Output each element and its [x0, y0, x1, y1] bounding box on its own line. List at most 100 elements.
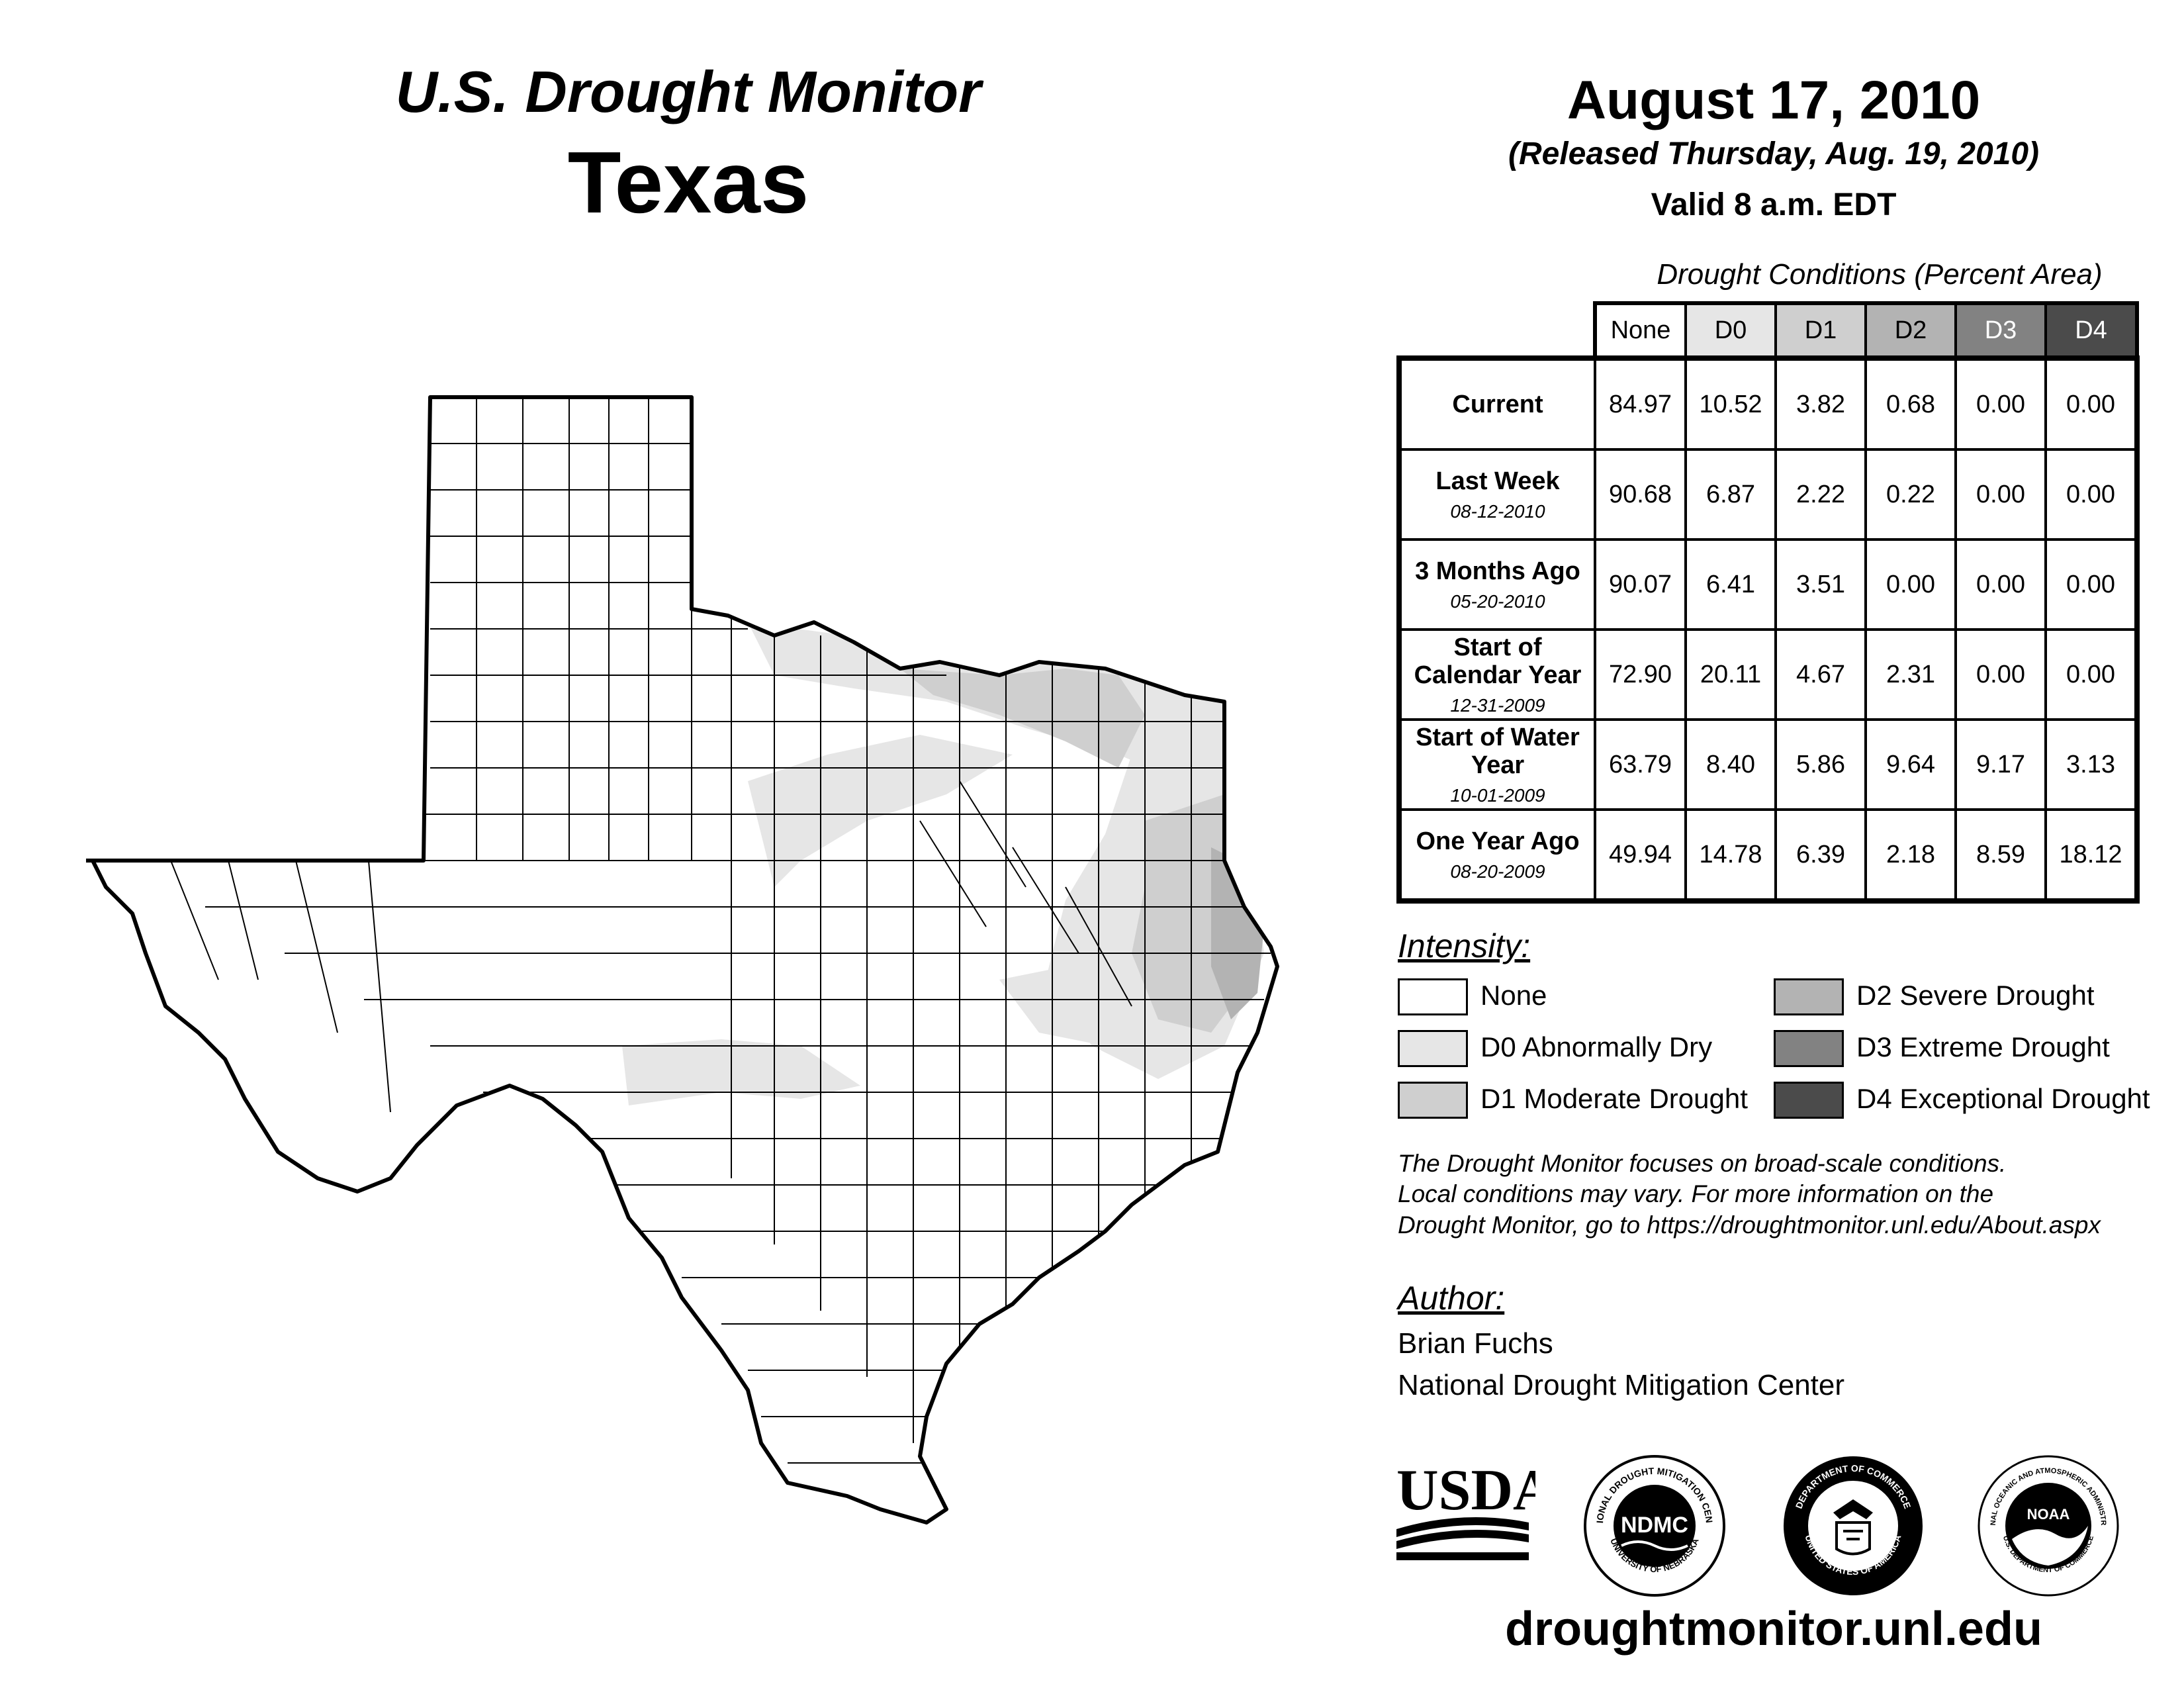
cell-value: 84.97: [1594, 355, 1687, 451]
cell-value: 2.22: [1774, 448, 1867, 541]
cell-value: 6.41: [1684, 538, 1777, 631]
table-caption: Drought Conditions (Percent Area): [1657, 258, 2103, 291]
cell-value: 0.00: [2044, 538, 2140, 631]
col-header-d3: D3: [1954, 301, 2047, 359]
shield-icon: [1835, 1521, 1871, 1556]
table-row: Start of Water Year 10-01-2009 63.79 8.40…: [1396, 718, 2140, 811]
seagull-icon: [2012, 1526, 2088, 1566]
table-row: Current 84.97 10.52 3.82 0.68 0.00 0.00: [1396, 355, 2140, 451]
row-label-last-week: Last Week 08-12-2010: [1396, 448, 1596, 541]
usda-logo: USDA: [1396, 1458, 1535, 1560]
col-header-d0: D0: [1684, 301, 1777, 359]
valid-time: Valid 8 a.m. EDT: [1651, 187, 1897, 222]
legend-label: D2 Severe Drought: [1856, 980, 2095, 1011]
cell-value: 14.78: [1684, 808, 1777, 904]
cell-value: 20.11: [1684, 628, 1777, 721]
table-row: 3 Months Ago 05-20-2010 90.07 6.41 3.51 0…: [1396, 538, 2140, 631]
table-header-row: None D0 D1 D2 D3 D4: [1399, 301, 2139, 360]
website-link[interactable]: droughtmonitor.unl.edu: [1505, 1603, 2042, 1656]
map-date: August 17, 2010: [1567, 70, 1981, 130]
texas-outline: [86, 395, 1279, 1524]
cell-value: 10.52: [1684, 355, 1777, 451]
cell-value: 0.00: [1864, 538, 1957, 631]
legend-swatch: [1398, 1082, 1468, 1119]
row-label-one-year-ago: One Year Ago 08-20-2009: [1396, 808, 1596, 904]
cell-value: 0.00: [1954, 628, 2047, 721]
cell-value: 90.68: [1594, 448, 1687, 541]
ndmc-logo: NATIONAL DROUGHT MITIGATION CENTER UNIVE…: [1582, 1453, 1725, 1597]
row-date: 05-20-2010: [1450, 590, 1545, 612]
cell-value: 8.59: [1954, 808, 2047, 904]
texas-drought-map: [86, 395, 1279, 1524]
cell-value: 2.18: [1864, 808, 1957, 904]
row-label-3-months-ago: 3 Months Ago 05-20-2010: [1396, 538, 1596, 631]
cell-value: 6.39: [1774, 808, 1867, 904]
row-date: 08-20-2009: [1450, 861, 1545, 882]
cell-value: 0.00: [2044, 628, 2140, 721]
table-row: One Year Ago 08-20-2009 49.94 14.78 6.39 …: [1396, 808, 2140, 904]
disclaimer-line: Drought Monitor, go to https://droughtmo…: [1398, 1211, 2101, 1239]
doc-seal-logo: DEPARTMENT OF COMMERCE UNITED STATES OF …: [1784, 1456, 1923, 1595]
legend-label: D0 Abnormally Dry: [1480, 1031, 1713, 1062]
d1-area-northeast: [900, 669, 1145, 768]
col-header-none: None: [1593, 301, 1687, 359]
legend-label: D1 Moderate Drought: [1480, 1083, 1748, 1114]
table-row: Last Week 08-12-2010 90.68 6.87 2.22 0.22…: [1396, 448, 2140, 541]
legend-label: D4 Exceptional Drought: [1856, 1083, 2150, 1114]
col-header-d2: D2: [1864, 301, 1957, 359]
release-date: (Released Thursday, Aug. 19, 2010): [1508, 136, 2040, 171]
cell-value: 0.22: [1864, 448, 1957, 541]
row-date: 10-01-2009: [1450, 784, 1545, 806]
cell-value: 4.67: [1774, 628, 1867, 721]
disclaimer-line: The Drought Monitor focuses on broad-sca…: [1398, 1150, 2007, 1177]
drought-areas: [622, 622, 1264, 1105]
d0-area-central: [748, 735, 1013, 887]
table-corner: [1399, 303, 1595, 360]
d0-area-southeast: [999, 966, 1118, 1046]
col-header-d1: D1: [1774, 301, 1867, 359]
disclaimer-line: Local conditions may vary. For more info…: [1398, 1180, 1994, 1208]
map-title: U.S. Drought Monitor: [395, 59, 981, 124]
row-label-start-water-year: Start of Water Year 10-01-2009: [1396, 718, 1596, 811]
cell-value: 0.00: [1954, 355, 2047, 451]
d0-area-west: [622, 1039, 860, 1105]
legend-title: Intensity:: [1398, 927, 1531, 964]
cell-value: 3.82: [1774, 355, 1867, 451]
row-label-start-calendar-year: Start of Calendar Year 12-31-2009: [1396, 628, 1596, 721]
noaa-logo: NATIONAL OCEANIC AND ATMOSPHERIC ADMINIS…: [1976, 1453, 2119, 1597]
author-org: National Drought Mitigation Center: [1398, 1369, 1845, 1401]
noaa-logo-text: NOAA: [2027, 1506, 2070, 1523]
usda-logo-text: USDA: [1396, 1458, 1535, 1523]
drought-conditions-table: None D0 D1 D2 D3 D4 Current 84.97 10.52 …: [1396, 301, 2140, 904]
state-name: Texas: [567, 134, 809, 231]
cell-value: 5.86: [1774, 718, 1867, 811]
col-header-d4: D4: [2044, 301, 2139, 359]
cell-value: 8.40: [1684, 718, 1777, 811]
ndmc-logo-text: NDMC: [1621, 1513, 1688, 1538]
table-row: Start of Calendar Year 12-31-2009 72.90 2…: [1396, 628, 2140, 721]
legend-label: D3 Extreme Drought: [1856, 1031, 2110, 1062]
cell-value: 0.00: [1954, 448, 2047, 541]
eagle-icon: [1833, 1499, 1873, 1519]
legend-swatch: [1398, 1030, 1468, 1067]
cell-value: 63.79: [1594, 718, 1687, 811]
legend-swatch: [1774, 1030, 1844, 1067]
cell-value: 0.68: [1864, 355, 1957, 451]
cell-value: 9.64: [1864, 718, 1957, 811]
cell-value: 72.90: [1594, 628, 1687, 721]
author-name: Brian Fuchs: [1398, 1327, 1553, 1360]
cell-value: 3.51: [1774, 538, 1867, 631]
disclaimer: The Drought Monitor focuses on broad-sca…: [1398, 1149, 2179, 1241]
cell-value: 6.87: [1684, 448, 1777, 541]
county-lines: [86, 397, 1271, 1476]
cell-value: 49.94: [1594, 808, 1687, 904]
cell-value: 0.00: [2044, 448, 2140, 541]
row-label-current: Current: [1396, 355, 1596, 451]
legend-swatch: [1774, 978, 1844, 1015]
cell-value: 90.07: [1594, 538, 1687, 631]
cell-value: 0.00: [2044, 355, 2140, 451]
cell-value: 0.00: [1954, 538, 2047, 631]
row-date: 08-12-2010: [1450, 500, 1545, 522]
legend-label: None: [1480, 980, 1547, 1011]
cell-value: 3.13: [2044, 718, 2140, 811]
